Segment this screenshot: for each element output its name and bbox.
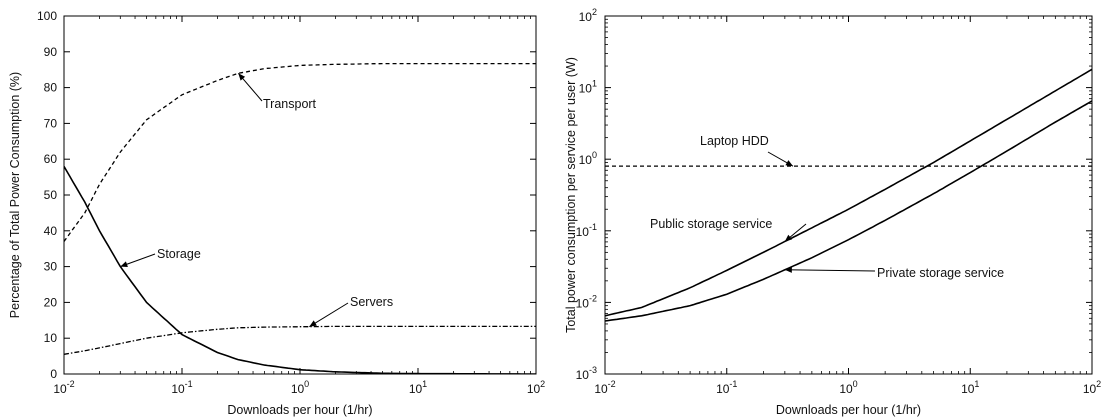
y-tick-label: 10 — [44, 331, 58, 345]
annotation-arrowhead — [785, 160, 793, 167]
y-tick-label: 102 — [579, 7, 597, 24]
plot-frame — [604, 15, 1093, 375]
x-tick-label: 10-1 — [716, 379, 737, 396]
x-tick-label: 102 — [1083, 379, 1101, 396]
y-tick-label: 90 — [44, 45, 58, 59]
y-tick-label: 70 — [44, 116, 58, 130]
annotation-arrowhead — [309, 320, 317, 327]
y-axis-label: Percentage of Total Power Consumption (%… — [8, 72, 22, 318]
y-tick-label: 0 — [50, 367, 57, 381]
y-tick-label: 20 — [44, 295, 58, 309]
y-tick-label: 40 — [44, 224, 58, 238]
x-tick-label: 102 — [527, 379, 545, 396]
x-axis-label: Downloads per hour (1/hr) — [227, 403, 372, 417]
y-tick-label: 10-3 — [576, 365, 597, 382]
annotation-label: Storage — [157, 247, 201, 261]
x-tick-label: 101 — [961, 379, 979, 396]
x-tick-label: 100 — [291, 379, 309, 396]
y-tick-label: 100 — [37, 9, 57, 23]
annotation-label: Private storage service — [877, 266, 1004, 280]
x-tick-label: 10-2 — [53, 379, 74, 396]
y-tick-label: 10-2 — [576, 293, 597, 310]
series-line-public-storage-service — [605, 68, 1092, 317]
series-line-servers — [64, 325, 536, 355]
x-tick-label: 100 — [839, 379, 857, 396]
plot-frame — [63, 15, 537, 375]
series-line-storage — [64, 165, 536, 374]
y-axis-label: Total power consumption per service per … — [564, 57, 578, 333]
annotation-arrowhead — [120, 261, 128, 267]
y-tick-label: 30 — [44, 260, 58, 274]
x-axis-label: Downloads per hour (1/hr) — [776, 403, 921, 417]
y-tick-label: 80 — [44, 81, 58, 95]
y-tick-label: 50 — [44, 188, 58, 202]
annotation-label: Transport — [263, 97, 317, 111]
chart-2: 10-2 10-1 100 101 10210-310-210-1100101102Do… — [564, 7, 1101, 417]
annotation-label: Public storage service — [650, 217, 772, 231]
x-tick-label: 10-2 — [594, 379, 615, 396]
annotation-label: Servers — [350, 295, 393, 309]
annotation-label: Laptop HDD — [700, 134, 769, 148]
annotation-arrowhead — [784, 234, 793, 242]
annotation-arrowhead — [784, 266, 792, 273]
y-tick-label: 60 — [44, 152, 58, 166]
y-tick-label: 10-1 — [576, 222, 597, 239]
annotation-arrow — [309, 302, 349, 328]
x-tick-label: 101 — [409, 379, 427, 396]
chart-1: 10-2 10-1 100 101 1020102030405060708090100D… — [8, 9, 545, 417]
annotation-arrow — [784, 269, 876, 272]
x-tick-label: 10-1 — [171, 379, 192, 396]
series-line-private-storage-service — [605, 100, 1092, 322]
y-tick-label: 100 — [579, 150, 597, 167]
series-line-transport — [64, 62, 536, 242]
annotation-arrowhead — [238, 73, 246, 81]
y-tick-label: 101 — [579, 79, 597, 96]
